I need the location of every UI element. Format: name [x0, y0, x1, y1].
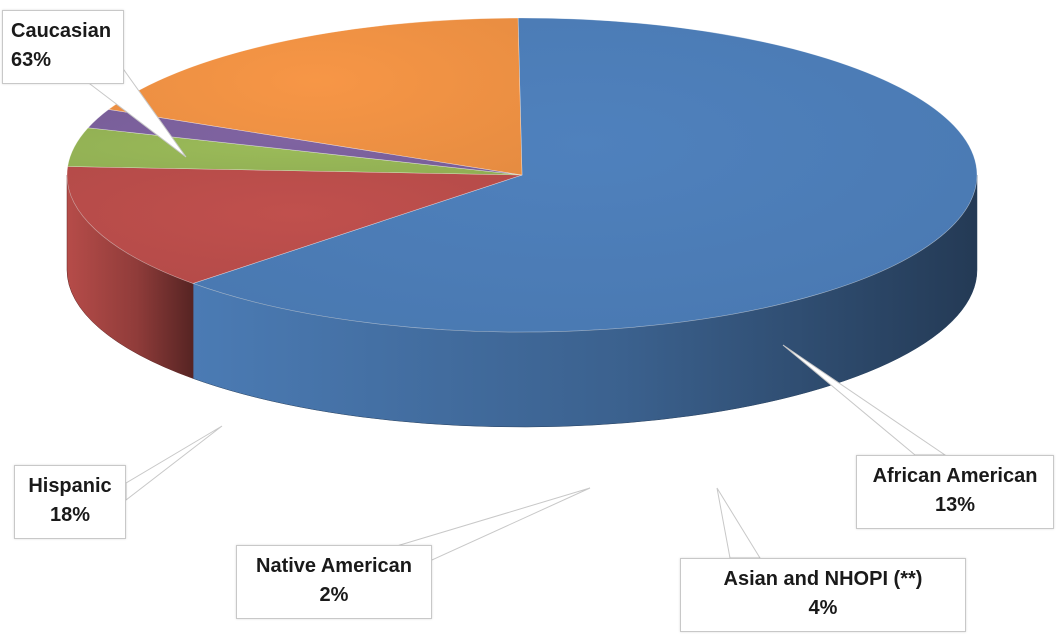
data-label-caucasian-value: 63% — [11, 49, 52, 71]
pie-slice-caucasian — [192, 17, 978, 333]
callout-pointer-asian-and-nhopi — [716, 487, 761, 559]
pie-top-faces — [66, 17, 978, 333]
data-label-caucasian: Caucasian 63% — [2, 10, 124, 84]
data-label-hispanic-name: Hispanic — [28, 475, 112, 497]
data-label-hispanic: Hispanic 18% — [14, 465, 126, 539]
data-label-hispanic-value: 18% — [49, 504, 91, 526]
data-label-african-american: African American 13% — [856, 455, 1054, 529]
pie-slice-african-american — [66, 166, 523, 284]
data-label-asian-nhopi-name: Asian and NHOPI (**) — [723, 568, 923, 590]
data-label-native-american: Native American 2% — [236, 545, 432, 619]
callout-pointer-hispanic — [125, 425, 223, 502]
data-label-asian-nhopi-value: 4% — [808, 597, 838, 619]
data-label-african-american-value: 13% — [934, 494, 976, 516]
data-label-native-american-name: Native American — [256, 555, 412, 577]
data-label-native-american-value: 2% — [319, 584, 349, 606]
data-label-african-american-name: African American — [872, 465, 1038, 487]
data-label-asian-nhopi: Asian and NHOPI (**) 4% — [680, 558, 966, 632]
data-label-caucasian-name: Caucasian — [11, 20, 112, 42]
callout-pointers — [89, 69, 947, 561]
